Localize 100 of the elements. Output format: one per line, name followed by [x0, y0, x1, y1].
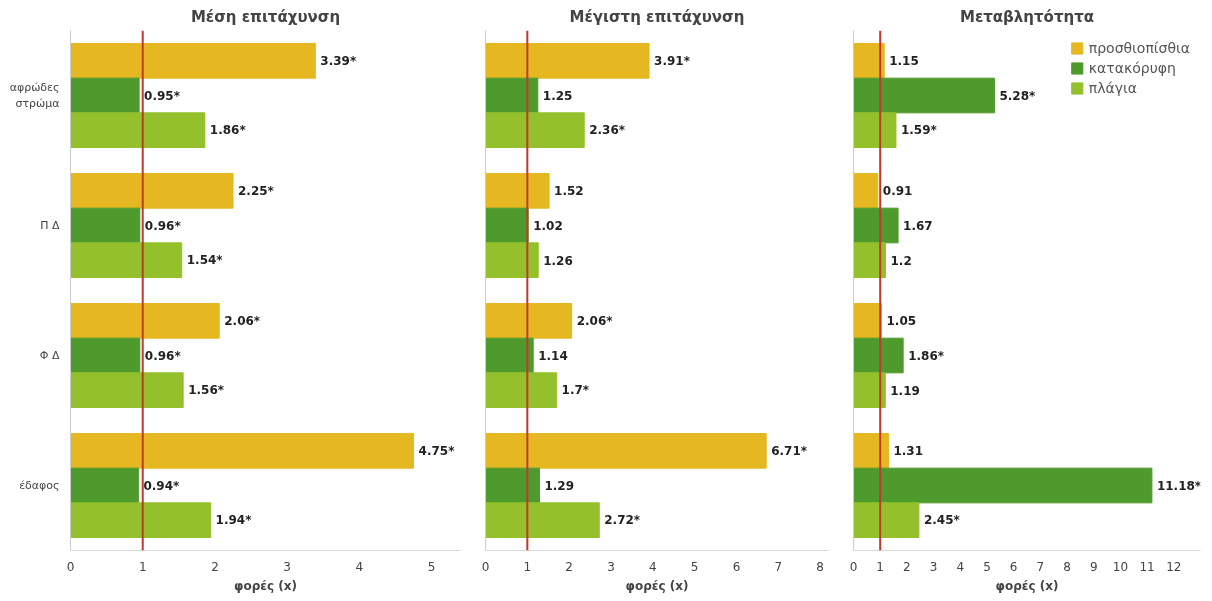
bar — [485, 77, 539, 114]
data-label: 11.18* — [1156, 478, 1202, 493]
data-label: 2.25* — [238, 183, 275, 198]
bar — [485, 173, 550, 209]
data-label: 1.05 — [886, 314, 917, 329]
x-axis-title: φορές (x) — [625, 578, 689, 593]
x-tick-label: 0 — [849, 559, 858, 574]
x-tick-label: 2 — [565, 559, 573, 574]
data-label: 1.15 — [889, 54, 919, 69]
x-tick-label: 0 — [66, 559, 75, 574]
y-tick-label: Φ Δ — [39, 349, 60, 362]
bar — [70, 337, 141, 374]
data-label: 1.14 — [538, 349, 568, 363]
bar — [853, 207, 899, 244]
data-label: 1.02 — [533, 219, 563, 233]
data-label: 0.91 — [882, 184, 913, 199]
data-label: 0.95* — [144, 88, 181, 103]
bar — [485, 502, 600, 538]
x-tick-label: 3 — [283, 559, 291, 574]
data-label: 2.06* — [224, 313, 261, 328]
data-label: 3.91* — [654, 53, 691, 68]
data-label: 0.96* — [144, 348, 182, 363]
legend-label: κατακόρυφη — [1088, 60, 1176, 76]
bar — [853, 337, 904, 374]
x-tick-label: 8 — [816, 559, 824, 574]
data-label: 2.45* — [923, 513, 961, 528]
x-tick-label: 1 — [876, 559, 885, 574]
data-label: 0.96* — [144, 218, 182, 233]
bar — [70, 372, 184, 408]
bar — [485, 372, 558, 408]
x-tick-label: 0 — [481, 559, 490, 574]
bar — [70, 207, 141, 244]
x-tick-label: 4 — [355, 559, 364, 574]
x-tick-label: 4 — [956, 559, 965, 574]
bar — [70, 173, 234, 209]
data-label: 2.72* — [604, 513, 641, 528]
y-tick-label: Π Δ — [40, 219, 60, 232]
legend-label: προσθιοπίσθια — [1088, 40, 1190, 56]
data-label: 1.59* — [900, 123, 938, 138]
chart-title: Μέση επιτάχυνση — [190, 7, 341, 26]
data-label: 3.39* — [320, 53, 357, 68]
chart-title: Μεταβλητότητα — [959, 7, 1095, 26]
bar — [853, 467, 1153, 504]
legend-label: πλάγια — [1088, 80, 1137, 96]
bar — [485, 242, 539, 278]
data-label: 1.26 — [543, 253, 573, 268]
data-label: 1.67 — [903, 219, 933, 233]
bar — [70, 112, 206, 148]
bar — [853, 372, 886, 408]
x-tick-label: 4 — [649, 559, 657, 574]
bar — [853, 433, 889, 469]
x-axis-title: φορές (x) — [995, 578, 1059, 593]
x-tick-label: 11 — [1139, 559, 1155, 574]
bar — [853, 502, 920, 538]
bar — [853, 112, 897, 148]
x-tick-label: 5 — [427, 559, 436, 574]
data-label: 2.36* — [589, 123, 626, 138]
bar — [485, 467, 540, 504]
data-label: 1.86* — [209, 123, 247, 138]
data-label: 1.52 — [554, 184, 584, 199]
data-label: 6.71* — [771, 443, 808, 458]
bar — [485, 337, 534, 374]
data-label: 2.06* — [576, 313, 614, 328]
x-tick-label: 6 — [1009, 559, 1018, 574]
y-tick-label: έδαφος — [19, 479, 60, 492]
data-label: 1.25 — [542, 89, 573, 103]
bar — [853, 242, 887, 278]
bar — [485, 43, 650, 79]
data-label: 5.28* — [999, 88, 1037, 103]
bar — [70, 502, 212, 538]
x-axis-title: φορές (x) — [234, 578, 297, 593]
data-label: 1.86* — [908, 348, 945, 363]
bar — [485, 303, 573, 339]
x-tick-label: 12 — [1166, 559, 1182, 574]
x-tick-label: 5 — [983, 559, 991, 574]
bar — [853, 173, 879, 209]
x-tick-label: 7 — [774, 559, 783, 574]
chart-title: Μέγιστη επιτάχυνση — [569, 7, 745, 26]
x-tick-label: 3 — [607, 559, 615, 574]
bar — [485, 433, 767, 469]
data-label: 1.7* — [561, 383, 590, 398]
bar — [70, 242, 183, 278]
data-label: 0.94* — [143, 478, 180, 493]
bar — [70, 433, 415, 469]
data-label: 1.2 — [890, 253, 912, 268]
bar — [485, 112, 585, 148]
x-tick-label: 7 — [1036, 559, 1045, 574]
x-tick-label: 9 — [1089, 559, 1098, 574]
bar — [853, 77, 995, 114]
x-tick-label: 2 — [211, 559, 219, 574]
bar — [70, 77, 140, 114]
data-label: 1.56* — [188, 383, 225, 398]
data-label: 1.54* — [186, 253, 224, 268]
bar — [853, 43, 885, 79]
data-label: 4.75* — [418, 443, 456, 458]
x-tick-label: 3 — [929, 559, 938, 574]
x-tick-label: 8 — [1063, 559, 1071, 574]
data-label: 1.19 — [890, 383, 920, 398]
y-tick-label: αφρώδες στρώμα — [9, 81, 60, 110]
data-label: 1.31 — [893, 444, 924, 459]
